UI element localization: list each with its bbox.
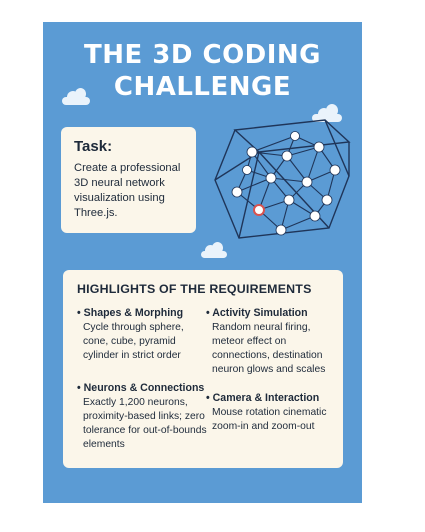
cloud-icon xyxy=(312,104,342,122)
requirement-title: Activity Simulation xyxy=(206,306,336,320)
poster: THE 3D CODING CHALLENGE Task: Create a p… xyxy=(43,22,362,503)
task-description: Create a professional 3D neural network … xyxy=(74,162,181,219)
requirement-title: Camera & Interaction xyxy=(206,391,336,405)
task-heading: Task: xyxy=(74,138,113,155)
requirement-description: Cycle through sphere, cone, cube, pyrami… xyxy=(83,322,184,361)
requirement-item: Activity Simulation Random neural firing… xyxy=(206,306,336,377)
requirements-card: HIGHLIGHTS OF THE REQUIREMENTS Shapes & … xyxy=(63,270,343,468)
requirements-heading: HIGHLIGHTS OF THE REQUIREMENTS xyxy=(77,282,312,296)
requirement-description: Exactly 1,200 neurons, proximity-based l… xyxy=(83,397,207,450)
requirement-description: Mouse rotation cinematic zoom-in and zoo… xyxy=(212,407,327,432)
requirement-item: Shapes & Morphing Cycle through sphere, … xyxy=(77,306,205,363)
requirement-title: Neurons & Connections xyxy=(77,381,207,395)
requirement-title: Shapes & Morphing xyxy=(77,306,205,320)
task-card: Task: Create a professional 3D neural ne… xyxy=(61,127,196,233)
neural-network-cube-icon xyxy=(214,119,351,239)
title-line-1: THE 3D CODING xyxy=(83,40,322,70)
network-nodes xyxy=(231,131,341,236)
requirement-description: Random neural firing, meteor effect on c… xyxy=(212,322,326,375)
active-neuron xyxy=(253,204,265,216)
requirement-item: Neurons & Connections Exactly 1,200 neur… xyxy=(77,381,207,452)
cloud-icon xyxy=(201,242,227,258)
cloud-icon xyxy=(62,88,90,105)
page-title: THE 3D CODING CHALLENGE xyxy=(43,39,362,103)
requirement-item: Camera & Interaction Mouse rotation cine… xyxy=(206,391,336,434)
title-line-2: CHALLENGE xyxy=(113,72,292,102)
